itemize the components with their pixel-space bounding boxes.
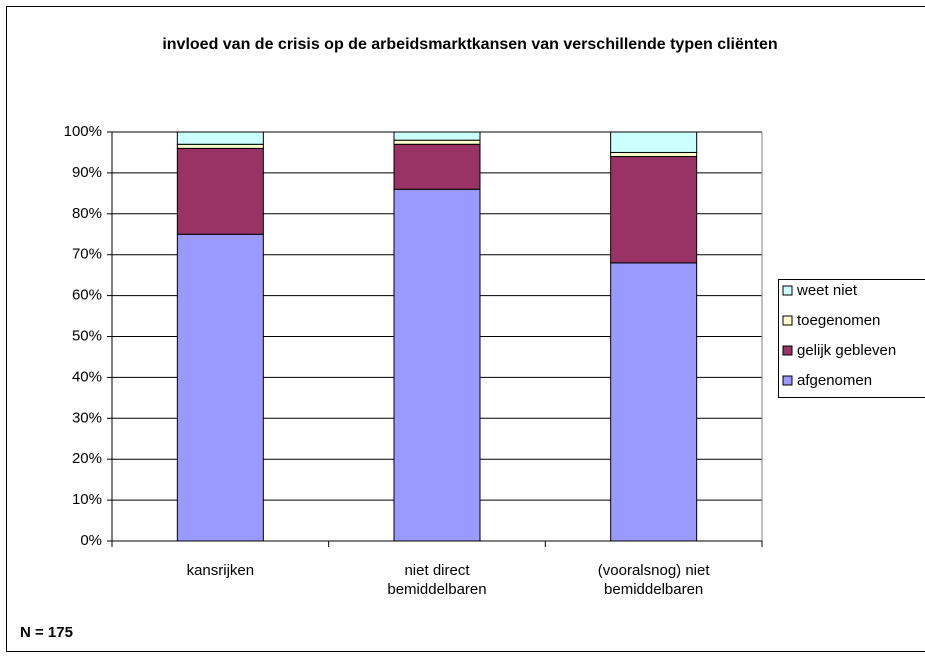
chart-title: invloed van de crisis op de arbeidsmarkt… <box>162 36 778 53</box>
y-tick-label: 10% <box>72 491 102 508</box>
legend-swatch <box>782 345 793 356</box>
legend-label: weet niet <box>796 282 858 299</box>
legend-swatch <box>782 375 793 386</box>
annotation: N = 175 <box>20 624 73 641</box>
x-tick-label: (vooralsnog) niet bemiddelbaren <box>597 562 710 598</box>
bar-segment <box>393 143 481 190</box>
bar-segment <box>610 156 698 264</box>
bar-segment <box>176 147 264 235</box>
y-tick-label: 70% <box>72 246 102 263</box>
bar-segment <box>176 131 264 145</box>
bar-segment <box>610 262 698 542</box>
bar-segment <box>393 131 481 141</box>
y-tick-label: 100% <box>64 123 102 140</box>
y-tick-label: 20% <box>72 450 102 467</box>
legend-box <box>778 279 925 398</box>
y-tick-label: 80% <box>72 205 102 222</box>
bar-segment <box>393 188 481 542</box>
y-tick-label: 50% <box>72 327 102 344</box>
legend-label: toegenomen <box>797 312 880 329</box>
y-tick-label: 90% <box>72 164 102 181</box>
legend-label: afgenomen <box>797 372 872 389</box>
legend-swatch <box>782 315 793 326</box>
bar-segment <box>176 143 264 149</box>
bar-segment <box>610 131 698 153</box>
bar-segment <box>176 233 264 542</box>
y-tick-label: 40% <box>72 368 102 385</box>
x-tick-label: kansrijken <box>186 562 255 579</box>
x-tick-label: niet direct bemiddelbaren <box>387 562 487 598</box>
y-tick-label: 30% <box>72 409 102 426</box>
y-tick-label: 0% <box>80 532 102 549</box>
bar-segment <box>393 139 481 145</box>
bar-segment <box>610 151 698 158</box>
y-tick-label: 60% <box>72 287 102 304</box>
legend-swatch <box>782 285 793 296</box>
legend-label: gelijk gebleven <box>797 342 896 359</box>
